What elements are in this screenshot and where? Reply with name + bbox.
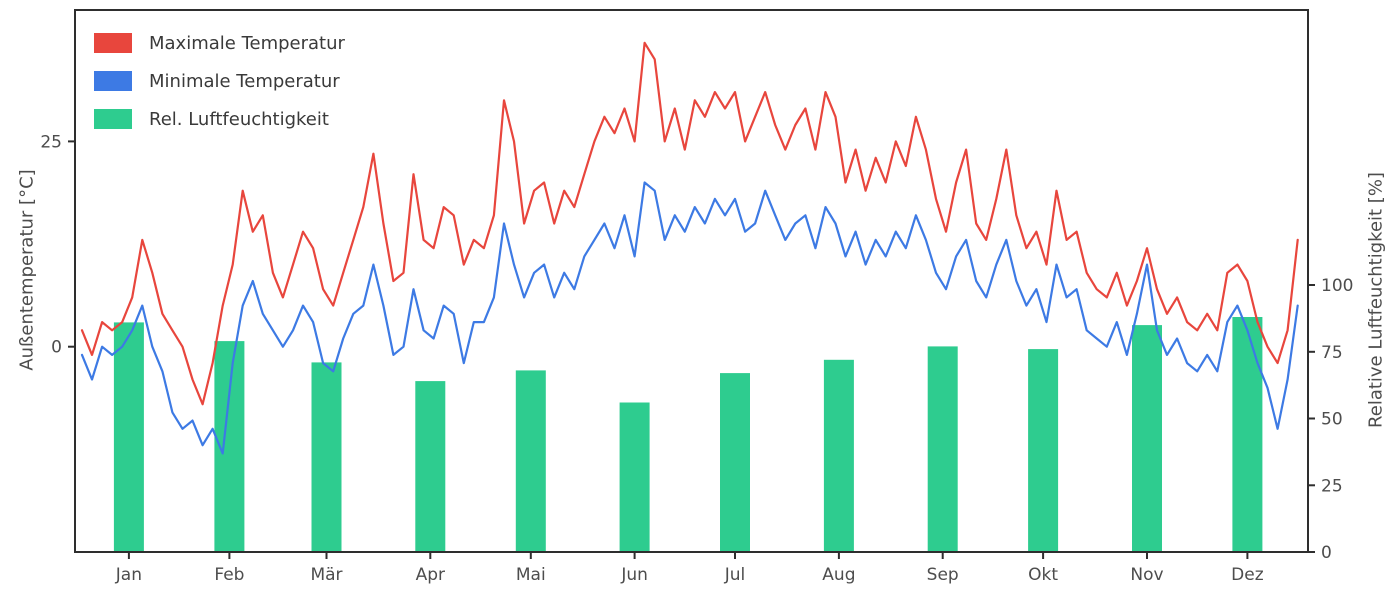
legend-item-humidity: Rel. Luftfeuchtigkeit [94,100,345,138]
humidity-bar-Jul [720,373,750,552]
x-tick-label: Okt [1028,565,1058,585]
humidity-bar-Sep [927,346,958,552]
humidity-bar-Jun [619,402,650,552]
legend-swatch-max-temp [94,33,132,53]
x-tick-label: Jul [724,565,746,585]
y-tick-label-right: 75 [1321,343,1343,363]
humidity-bar-Jan [113,322,144,552]
legend-item-max-temp: Maximale Temperatur [94,24,345,62]
y-tick-label-right: 0 [1321,543,1332,563]
min-temp-line [80,181,1299,455]
legend-label-humidity: Rel. Luftfeuchtigkeit [149,108,329,130]
humidity-bar-Okt [1028,349,1059,552]
x-tick-label: Nov [1130,565,1163,585]
y-tick-label-right: 25 [1321,476,1343,496]
humidity-bar-Dez [1232,317,1263,552]
x-tick-label: Dez [1231,565,1264,585]
y-tick-label-left: 0 [51,338,62,358]
x-tick-label: Aug [822,565,855,585]
legend-label-max-temp: Maximale Temperatur [149,32,345,54]
x-tick-label: Mai [516,565,546,585]
x-tick-label: Jun [620,565,648,585]
x-tick-label: Mär [310,565,342,585]
x-tick-label: Jan [115,565,142,585]
legend-swatch-min-temp [94,71,132,91]
humidity-bar-Aug [823,359,854,552]
legend-swatch-humidity [94,109,132,129]
legend: Maximale Temperatur Minimale Temperatur … [94,24,345,138]
y-tick-label-right: 100 [1321,276,1353,296]
humidity-bar-Nov [1132,325,1162,552]
right-axis-title: Relative Luftfeuchtigkeit [%] [1365,172,1387,428]
max-temp-line [80,41,1299,406]
y-tick-label-right: 50 [1321,410,1343,430]
legend-label-min-temp: Minimale Temperatur [149,70,340,92]
x-tick-label: Apr [416,565,445,585]
legend-item-min-temp: Minimale Temperatur [94,62,345,100]
x-tick-label: Sep [927,565,959,585]
humidity-bar-Apr [415,381,446,552]
humidity-bar-Mai [515,370,546,552]
x-tick-label: Feb [214,565,244,585]
left-axis-title: Außentemperatur [°C] [16,169,38,371]
humidity-bar-Mär [311,362,342,552]
y-tick-label-left: 25 [40,132,62,152]
plot-border [74,9,1309,553]
